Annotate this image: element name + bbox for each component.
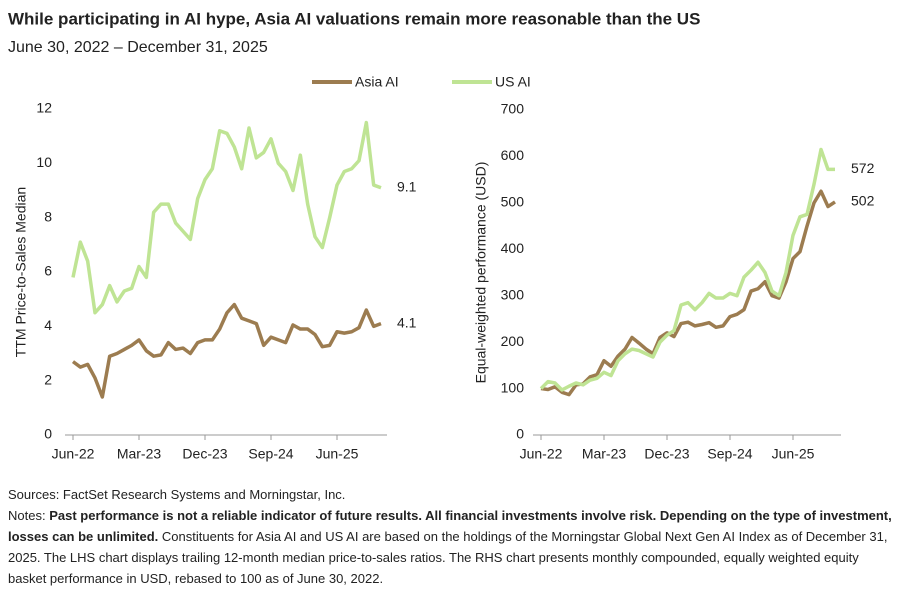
chart: While participating in AI hype, Asia AI … <box>8 9 875 462</box>
x-tick-label: Mar-23 <box>582 446 627 462</box>
line <box>540 189 836 397</box>
y-tick-label: 700 <box>501 101 525 117</box>
sources: Sources: FactSet Research Systems and Mo… <box>8 487 346 502</box>
notes: Notes: Past performance is not a reliabl… <box>8 505 893 589</box>
x-tick-label: Jun-22 <box>520 446 563 462</box>
y-tick-label: 2 <box>44 371 52 387</box>
x-tick-label: Jun-22 <box>52 446 95 462</box>
x-tick-label: Jun-25 <box>772 446 815 462</box>
line <box>71 120 382 315</box>
x-tick-label: Mar-23 <box>117 446 162 462</box>
y-tick-label: 400 <box>501 240 525 256</box>
footer: Sources: FactSet Research Systems and Mo… <box>8 484 893 589</box>
line <box>71 302 382 399</box>
x-tick-label: Dec-23 <box>182 446 227 462</box>
y-tick-label: 6 <box>44 263 52 279</box>
y-tick-label: 200 <box>501 333 525 349</box>
y-tick-label: 12 <box>36 100 52 116</box>
legend-label: US AI <box>495 74 531 90</box>
y-tick-label: 300 <box>501 286 525 302</box>
y-tick-label: 10 <box>36 154 52 170</box>
x-tick-label: Dec-23 <box>644 446 689 462</box>
y-tick-label: 600 <box>501 147 525 163</box>
y-tick-label: 4 <box>44 317 52 333</box>
y-tick-label: 0 <box>44 426 52 442</box>
y-tick-label: 8 <box>44 208 52 224</box>
x-tick-label: Sep-24 <box>248 446 293 462</box>
end-label: 4.1 <box>397 314 417 330</box>
y-tick-label: 100 <box>501 379 525 395</box>
notes-text: Constituents for Asia AI and US AI are b… <box>8 529 888 586</box>
chart-title: While participating in AI hype, Asia AI … <box>8 9 700 28</box>
end-label: 9.1 <box>397 178 417 194</box>
x-tick-label: Sep-24 <box>707 446 752 462</box>
x-tick-label: Jun-25 <box>316 446 359 462</box>
y-tick-label: 0 <box>516 426 524 442</box>
notes-label: Notes: <box>8 508 46 523</box>
y-axis-label: TTM Price-to-Sales Median <box>13 187 29 357</box>
legend-label: Asia AI <box>355 74 399 90</box>
end-label: 502 <box>851 193 875 209</box>
end-label: 572 <box>851 160 875 176</box>
y-axis-label: Equal-weighted performance (USD) <box>473 162 489 384</box>
chart-subtitle: June 30, 2022 – December 31, 2025 <box>8 39 268 56</box>
y-tick-label: 500 <box>501 194 525 210</box>
notes-bold: Past performance is not a reliable indic… <box>8 508 892 544</box>
line <box>539 147 835 392</box>
